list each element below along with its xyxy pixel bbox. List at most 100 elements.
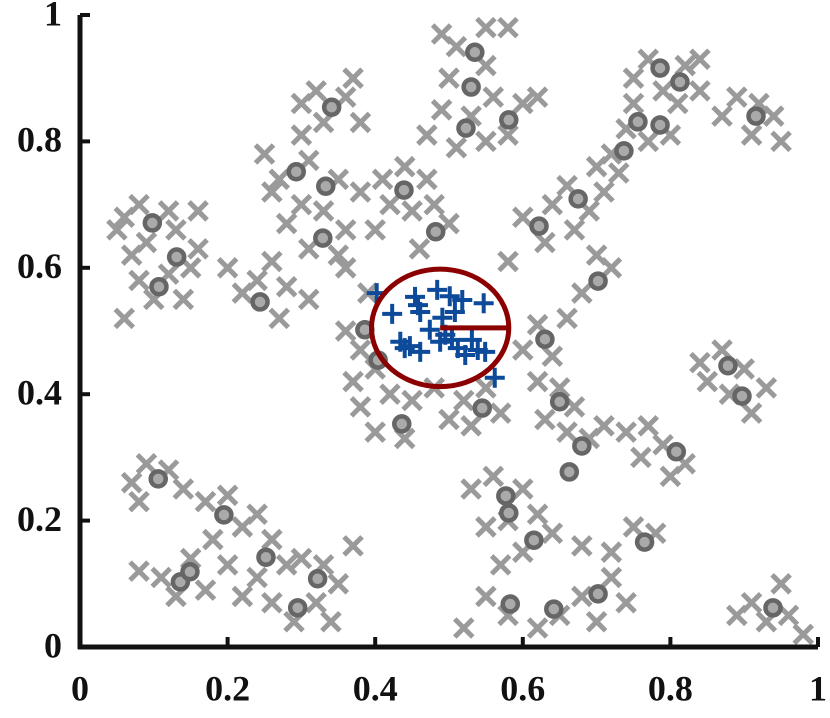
x-marker: [755, 377, 778, 399]
x-tick-label: 0.8: [648, 668, 693, 708]
x-marker: [342, 67, 364, 89]
circle-marker: [392, 414, 412, 434]
circle-marker: [568, 189, 588, 209]
x-marker: [364, 421, 386, 443]
x-marker: [290, 124, 313, 146]
x-marker: [497, 16, 519, 39]
x-marker: [770, 130, 792, 153]
x-marker: [113, 307, 136, 330]
x-marker: [696, 370, 719, 393]
x-marker: [438, 67, 460, 89]
x-marker: [475, 516, 497, 538]
x-marker: [563, 219, 586, 241]
x-marker: [349, 339, 372, 361]
x-marker: [556, 421, 578, 443]
x-marker: [667, 92, 689, 115]
x-marker: [600, 566, 623, 589]
x-marker: [423, 193, 446, 216]
x-marker: [460, 415, 482, 437]
x-marker: [334, 257, 357, 279]
circle-marker: [732, 386, 752, 406]
circle-marker: [549, 392, 570, 412]
x-marker: [600, 257, 623, 279]
circle-marker: [461, 77, 481, 97]
x-marker: [194, 490, 217, 513]
x-marker: [475, 585, 497, 608]
x-marker: [364, 219, 386, 241]
x-marker: [150, 566, 172, 589]
x-marker: [600, 541, 623, 563]
x-marker: [497, 124, 519, 146]
plus-marker: [410, 341, 431, 362]
x-marker: [489, 554, 512, 576]
plus-marker: [455, 345, 476, 366]
x-marker: [526, 370, 549, 393]
x-marker: [334, 320, 357, 342]
x-marker: [128, 269, 150, 292]
x-marker: [261, 250, 283, 273]
circle-marker: [650, 115, 670, 135]
y-tick-label: 0: [44, 625, 62, 665]
x-marker: [607, 162, 630, 184]
circle-marker: [214, 505, 234, 525]
x-marker: [416, 168, 438, 191]
circle-marker: [149, 277, 169, 297]
x-marker: [482, 86, 505, 108]
x-marker: [637, 415, 660, 437]
plus-marker: [382, 303, 403, 324]
plus-marker: [399, 336, 420, 357]
x-marker: [268, 168, 291, 191]
x-marker: [548, 377, 571, 399]
x-marker: [534, 231, 556, 254]
x-marker: [445, 136, 468, 159]
x-marker: [268, 307, 291, 330]
circle-marker: [313, 228, 333, 248]
circle-marker: [544, 599, 564, 619]
x-marker: [512, 478, 534, 500]
circle-marker: [670, 72, 690, 92]
x-marker: [246, 269, 268, 292]
x-marker: [253, 143, 276, 165]
x-marker: [312, 200, 335, 222]
circle-marker: [634, 532, 655, 552]
x-marker: [246, 566, 268, 589]
circle-marker: [425, 222, 446, 242]
circle-marker: [394, 180, 414, 200]
x-tick-label: 0.6: [500, 668, 545, 708]
x-marker: [106, 219, 128, 241]
circle-marker: [718, 356, 738, 376]
circle-marker: [496, 486, 516, 506]
x-marker: [275, 212, 298, 235]
x-marker: [475, 377, 497, 399]
circle-marker: [559, 462, 580, 482]
circle-marker: [286, 161, 306, 182]
x-marker: [216, 257, 239, 279]
circle-marker: [763, 598, 783, 618]
x-marker: [593, 181, 615, 203]
x-marker: [327, 244, 350, 266]
x-marker: [334, 219, 357, 241]
plus-marker: [432, 307, 453, 328]
x-marker: [475, 16, 497, 39]
circle-marker: [316, 176, 336, 197]
x-marker: [128, 490, 150, 513]
y-tick-label: 0.6: [17, 246, 62, 286]
plus-marker: [475, 341, 496, 362]
plus-marker: [452, 290, 473, 311]
x-marker: [379, 383, 401, 405]
circle-marker: [628, 112, 648, 132]
x-marker: [194, 579, 217, 601]
circle-marker: [500, 594, 521, 614]
x-marker: [460, 478, 482, 500]
x-marker: [261, 181, 283, 203]
x-marker: [571, 282, 593, 304]
circle-marker: [499, 503, 519, 523]
x-marker: [541, 193, 564, 216]
x-marker: [120, 471, 143, 494]
circle-marker: [166, 247, 187, 267]
circle-marker: [256, 547, 276, 568]
x-marker: [120, 244, 143, 266]
x-marker: [379, 193, 401, 216]
x-marker: [349, 396, 372, 418]
x-marker: [246, 503, 268, 526]
